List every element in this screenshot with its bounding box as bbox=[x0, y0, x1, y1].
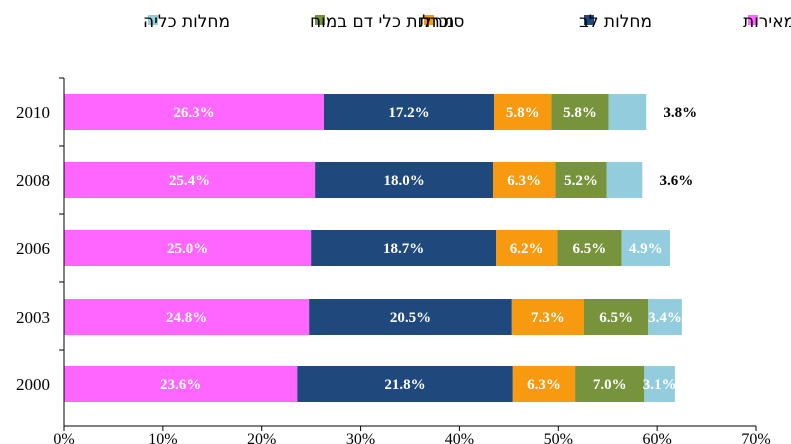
bar-2008-series-4 bbox=[555, 162, 607, 198]
x-tick-label-4: 40% bbox=[445, 431, 474, 444]
x-tick-label-0: 0% bbox=[53, 431, 74, 444]
data-label-2008-series-4: 5.2% bbox=[564, 173, 598, 189]
bar-2003-series-5 bbox=[648, 299, 682, 335]
data-label-2010-series-5: 3.8% bbox=[663, 105, 697, 121]
x-tick-label-3: 30% bbox=[346, 431, 375, 444]
category-label-2010: 2010 bbox=[16, 103, 50, 122]
data-label-2008-series-2: 18.0% bbox=[383, 173, 424, 189]
legend-swatch-series-3 bbox=[424, 15, 434, 25]
bar-2008-series-3 bbox=[493, 162, 556, 198]
data-label-2008-series-1: 25.4% bbox=[169, 173, 210, 189]
data-label-2000-series-1: 23.6% bbox=[160, 377, 201, 393]
bar-2000-series-4 bbox=[575, 366, 645, 402]
data-label-2000-series-5: 3.1% bbox=[643, 377, 677, 393]
bar-2010-series-5 bbox=[608, 94, 647, 130]
bar-2010-series-2 bbox=[323, 94, 495, 130]
bar-2008-series-2 bbox=[315, 162, 494, 198]
data-label-2003-series-1: 24.8% bbox=[166, 310, 207, 326]
bar-2006-series-3 bbox=[496, 230, 558, 266]
data-label-2003-series-5: 3.4% bbox=[648, 310, 682, 326]
bar-2006-series-1 bbox=[64, 230, 312, 266]
data-label-2006-series-2: 18.7% bbox=[383, 241, 424, 257]
legend-label-series-4: מחלות כלי דם במוח bbox=[310, 12, 454, 32]
data-label-2003-series-3: 7.3% bbox=[531, 310, 565, 326]
legend-label-series-5: מחלות כליה bbox=[143, 12, 230, 32]
bar-2008-series-1 bbox=[64, 162, 316, 198]
bar-2010-series-4 bbox=[551, 94, 609, 130]
data-label-2010-series-4: 5.8% bbox=[563, 105, 597, 121]
data-label-2000-series-2: 21.8% bbox=[384, 377, 425, 393]
bar-2000-series-5 bbox=[644, 366, 675, 402]
bar-2000-series-1 bbox=[64, 366, 298, 402]
data-label-2006-series-3: 6.2% bbox=[510, 241, 544, 257]
bar-2010-series-3 bbox=[494, 94, 552, 130]
legend-label-series-3: סוכרת bbox=[419, 12, 464, 32]
axes: 2010 2008 2006 2003 2000 0% 10% 20% 30% 40% 50% 60%… bbox=[16, 77, 771, 444]
category-label-2006: 2006 bbox=[16, 239, 50, 258]
bars: 26.3% 17.2% 5.8% 5.8% 3.8% 25.4% 18.0% 6.3% 5.2%… bbox=[64, 94, 697, 402]
data-label-2006-series-5: 4.9% bbox=[629, 241, 663, 257]
data-label-2008-series-3: 6.3% bbox=[507, 173, 541, 189]
x-tick-label-5: 50% bbox=[544, 431, 573, 444]
bar-2000-series-2 bbox=[297, 366, 513, 402]
legend-swatch-series-5 bbox=[148, 15, 158, 25]
data-label-2008-series-5: 3.6% bbox=[659, 173, 693, 189]
data-label-2003-series-2: 20.5% bbox=[390, 310, 431, 326]
legend-label-series-1: שאתות ממאירות bbox=[743, 12, 791, 32]
bar-2008-series-5 bbox=[606, 162, 643, 198]
data-label-2006-series-4: 6.5% bbox=[573, 241, 607, 257]
bar-2010-series-1 bbox=[64, 94, 324, 130]
bar-2006-series-4 bbox=[557, 230, 622, 266]
bar-2006-series-2 bbox=[311, 230, 497, 266]
bar-2003-series-3 bbox=[511, 299, 584, 335]
category-label-2000: 2000 bbox=[16, 375, 50, 394]
legend-swatch-series-1 bbox=[748, 15, 758, 25]
bar-2000-series-3 bbox=[512, 366, 576, 402]
bar-2003-series-4 bbox=[583, 299, 649, 335]
data-label-2010-series-3: 5.8% bbox=[506, 105, 540, 121]
data-label-2006-series-1: 25.0% bbox=[167, 241, 208, 257]
bar-2003-series-2 bbox=[309, 299, 512, 335]
legend-swatch-series-2 bbox=[584, 15, 594, 25]
x-tick-label-6: 60% bbox=[642, 431, 671, 444]
legend-swatch-series-4 bbox=[315, 15, 325, 25]
bar-2006-series-5 bbox=[621, 230, 670, 266]
category-label-2008: 2008 bbox=[16, 171, 50, 190]
x-tick-label-2: 20% bbox=[247, 431, 276, 444]
category-label-2003: 2003 bbox=[16, 308, 50, 327]
legend-label-series-2: מחלות לב bbox=[579, 12, 652, 32]
data-label-2000-series-4: 7.0% bbox=[593, 377, 627, 393]
data-label-2003-series-4: 6.5% bbox=[599, 310, 633, 326]
data-label-2010-series-2: 17.2% bbox=[388, 105, 429, 121]
x-tick-label-7: 70% bbox=[741, 431, 770, 444]
data-label-2000-series-3: 6.3% bbox=[527, 377, 561, 393]
bar-2003-series-1 bbox=[64, 299, 310, 335]
x-tick-label-1: 10% bbox=[148, 431, 177, 444]
data-label-2010-series-1: 26.3% bbox=[173, 105, 214, 121]
